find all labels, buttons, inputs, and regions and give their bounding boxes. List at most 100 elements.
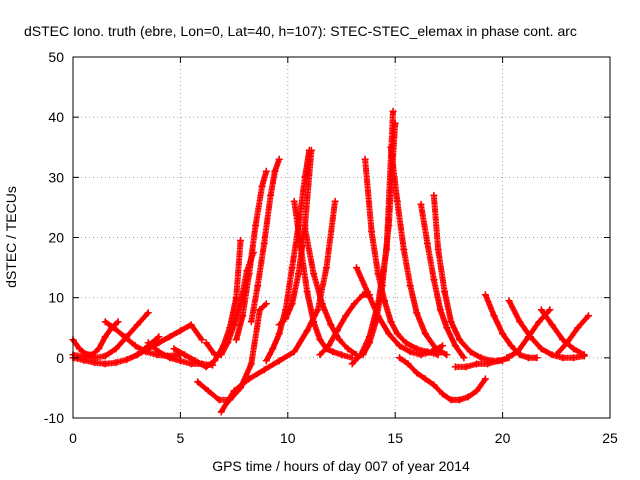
data-point bbox=[144, 339, 152, 347]
data-point bbox=[456, 336, 464, 344]
data-point bbox=[385, 330, 393, 338]
data-series bbox=[396, 354, 489, 404]
data-point bbox=[548, 321, 556, 329]
data-point bbox=[303, 288, 311, 296]
data-point bbox=[217, 351, 225, 359]
data-point bbox=[417, 200, 425, 208]
data-point bbox=[316, 336, 324, 344]
data-point bbox=[473, 387, 481, 395]
data-point bbox=[245, 375, 253, 383]
data-point bbox=[365, 339, 373, 347]
data-point bbox=[327, 321, 335, 329]
data-point bbox=[191, 357, 199, 365]
data-point bbox=[359, 351, 367, 359]
data-point bbox=[524, 354, 532, 362]
data-series bbox=[353, 264, 446, 359]
data-point bbox=[258, 182, 266, 190]
data-point bbox=[430, 276, 438, 284]
data-point bbox=[447, 318, 455, 326]
data-point bbox=[331, 197, 339, 205]
data-point bbox=[198, 336, 206, 344]
data-point bbox=[559, 354, 567, 362]
x-axis-label: GPS time / hours of day 007 of year 2014 bbox=[212, 458, 470, 474]
data-point bbox=[247, 360, 255, 368]
data-point bbox=[393, 330, 401, 338]
data-point bbox=[350, 300, 358, 308]
data-point bbox=[133, 351, 141, 359]
data-point bbox=[314, 306, 322, 314]
data-series bbox=[417, 200, 468, 362]
data-point bbox=[361, 155, 369, 163]
data-point bbox=[580, 351, 588, 359]
chart-title: dSTEC Iono. truth (ebre, Lon=0, Lat=40, … bbox=[24, 23, 577, 39]
data-point bbox=[217, 408, 225, 416]
data-point bbox=[237, 237, 244, 244]
data-point bbox=[374, 312, 382, 320]
data-point bbox=[447, 396, 455, 404]
data-series bbox=[503, 306, 554, 362]
data-point bbox=[325, 342, 333, 350]
data-point bbox=[202, 339, 210, 347]
data-point bbox=[490, 312, 498, 320]
data-point bbox=[391, 119, 399, 127]
axis-ticks: 0 5 10 15 20 25 -10 0 10 20 30 40 50 bbox=[44, 49, 618, 446]
data-point bbox=[585, 312, 592, 320]
data-point bbox=[239, 312, 247, 320]
y-axis-label: dSTEC / TECUs bbox=[3, 186, 19, 288]
data-point bbox=[275, 155, 283, 163]
data-point bbox=[318, 300, 326, 308]
data-point bbox=[439, 390, 446, 398]
data-point bbox=[307, 146, 315, 154]
data-point bbox=[262, 300, 270, 308]
y-tick-label: 0 bbox=[56, 350, 64, 366]
data-point bbox=[101, 318, 109, 326]
data-point bbox=[434, 246, 442, 253]
data-point bbox=[363, 288, 371, 296]
data-point bbox=[224, 339, 232, 347]
data-point bbox=[473, 360, 481, 368]
data-point bbox=[260, 240, 268, 247]
data-point bbox=[404, 360, 412, 368]
data-point bbox=[428, 348, 436, 356]
y-tick-label: 30 bbox=[48, 169, 64, 185]
data-point bbox=[451, 363, 459, 371]
data-point bbox=[335, 336, 343, 344]
data-point bbox=[436, 306, 444, 314]
data-point bbox=[535, 318, 543, 326]
data-point bbox=[342, 312, 350, 320]
data-point bbox=[112, 359, 120, 367]
data-point bbox=[385, 222, 393, 229]
data-point bbox=[546, 306, 554, 314]
data-series bbox=[217, 197, 339, 416]
data-point bbox=[574, 324, 582, 332]
data-point bbox=[389, 107, 397, 115]
data-point bbox=[91, 359, 98, 367]
data-point bbox=[295, 270, 302, 278]
data-point bbox=[396, 342, 403, 350]
data-point bbox=[262, 357, 270, 365]
data-point bbox=[396, 354, 403, 362]
data-point bbox=[387, 318, 395, 326]
data-point bbox=[187, 321, 195, 329]
data-point bbox=[101, 333, 109, 341]
data-point bbox=[477, 354, 485, 362]
data-point bbox=[166, 354, 174, 362]
data-point bbox=[269, 345, 277, 353]
data-point bbox=[131, 342, 139, 350]
data-point bbox=[443, 324, 451, 332]
data-point bbox=[303, 327, 311, 335]
data-point bbox=[155, 333, 163, 341]
data-point bbox=[288, 300, 296, 308]
data-point bbox=[121, 333, 129, 341]
data-point bbox=[275, 321, 283, 329]
data-point bbox=[181, 351, 189, 359]
data-point bbox=[494, 357, 502, 365]
data-point bbox=[402, 339, 410, 347]
data-point bbox=[230, 387, 238, 395]
data-point bbox=[123, 356, 131, 364]
data-point bbox=[316, 351, 324, 359]
data-point bbox=[443, 351, 451, 359]
data-point bbox=[271, 167, 279, 175]
x-tick-label: 15 bbox=[387, 430, 403, 446]
